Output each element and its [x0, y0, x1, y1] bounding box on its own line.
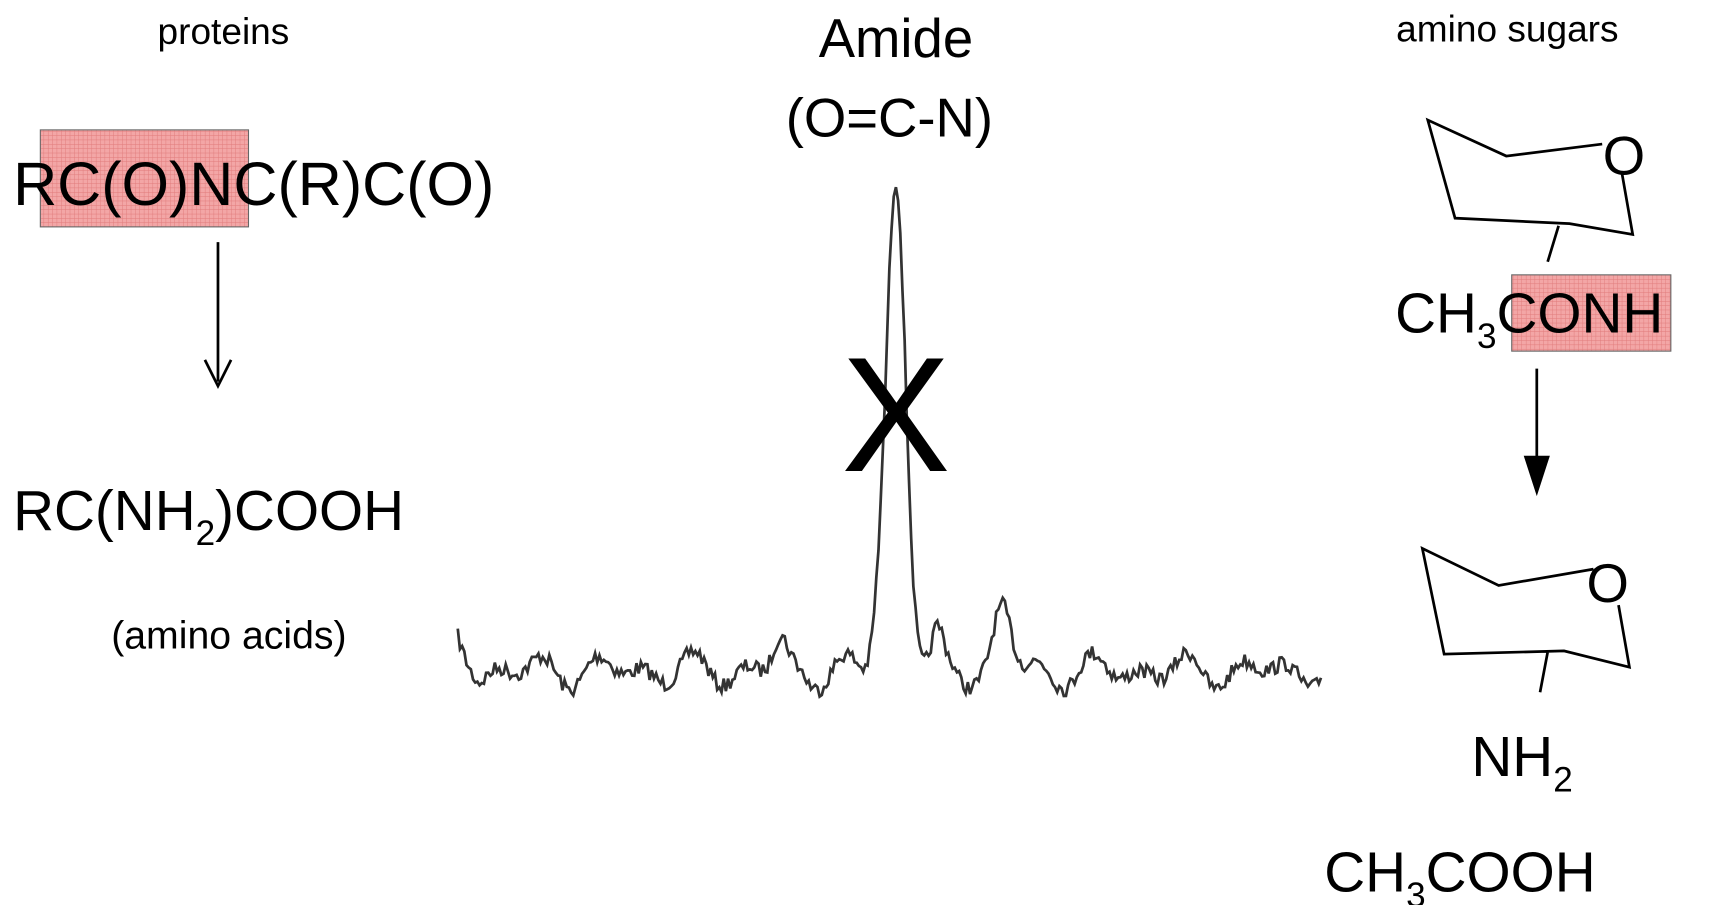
arrow-head: [1523, 455, 1550, 497]
formula-part: CH: [1395, 283, 1477, 346]
sugar-ring: [1420, 545, 1632, 693]
formula-part: )COOH: [215, 480, 404, 543]
proteins-label: proteins: [158, 10, 290, 52]
amide-title: Amide: [819, 8, 973, 69]
cross-mark: X: [841, 323, 950, 506]
formula-part: RC(NH: [13, 480, 196, 543]
ring-oxygen: O: [1586, 553, 1628, 614]
formula-part: NH: [1471, 726, 1553, 789]
formula-part: RC(O)N: [13, 150, 233, 218]
ring-oxygen: O: [1603, 126, 1645, 187]
amine-formula: NH2: [1471, 726, 1572, 799]
amide-subtitle: (O=C-N): [786, 87, 993, 148]
formula-part: CH: [1324, 842, 1406, 905]
sugar-ring: [1425, 117, 1635, 263]
protein-formula: RC(O)NC(R)C(O): [13, 150, 494, 218]
subscript: 3: [1406, 876, 1426, 905]
formula-part: COOH: [1426, 842, 1596, 905]
amino-acids-label: (amino acids): [111, 614, 346, 658]
subscript: 2: [1553, 760, 1573, 799]
amino-acid-formula: RC(NH2)COOH: [13, 480, 404, 553]
subscript: 2: [196, 514, 216, 553]
formula-part: C(R)C(O): [233, 150, 494, 218]
formula-part: CONH: [1496, 283, 1663, 346]
arrow-head: [203, 359, 233, 390]
acetic-acid-formula: CH3COOH: [1324, 842, 1595, 905]
spectrum-trace: [456, 186, 1323, 699]
acetamido-formula: CH3CONH: [1395, 283, 1663, 356]
subscript: 3: [1477, 317, 1497, 356]
highlight: [39, 129, 250, 228]
amino-sugars-label: amino sugars: [1396, 8, 1618, 50]
highlight: [1511, 274, 1672, 352]
